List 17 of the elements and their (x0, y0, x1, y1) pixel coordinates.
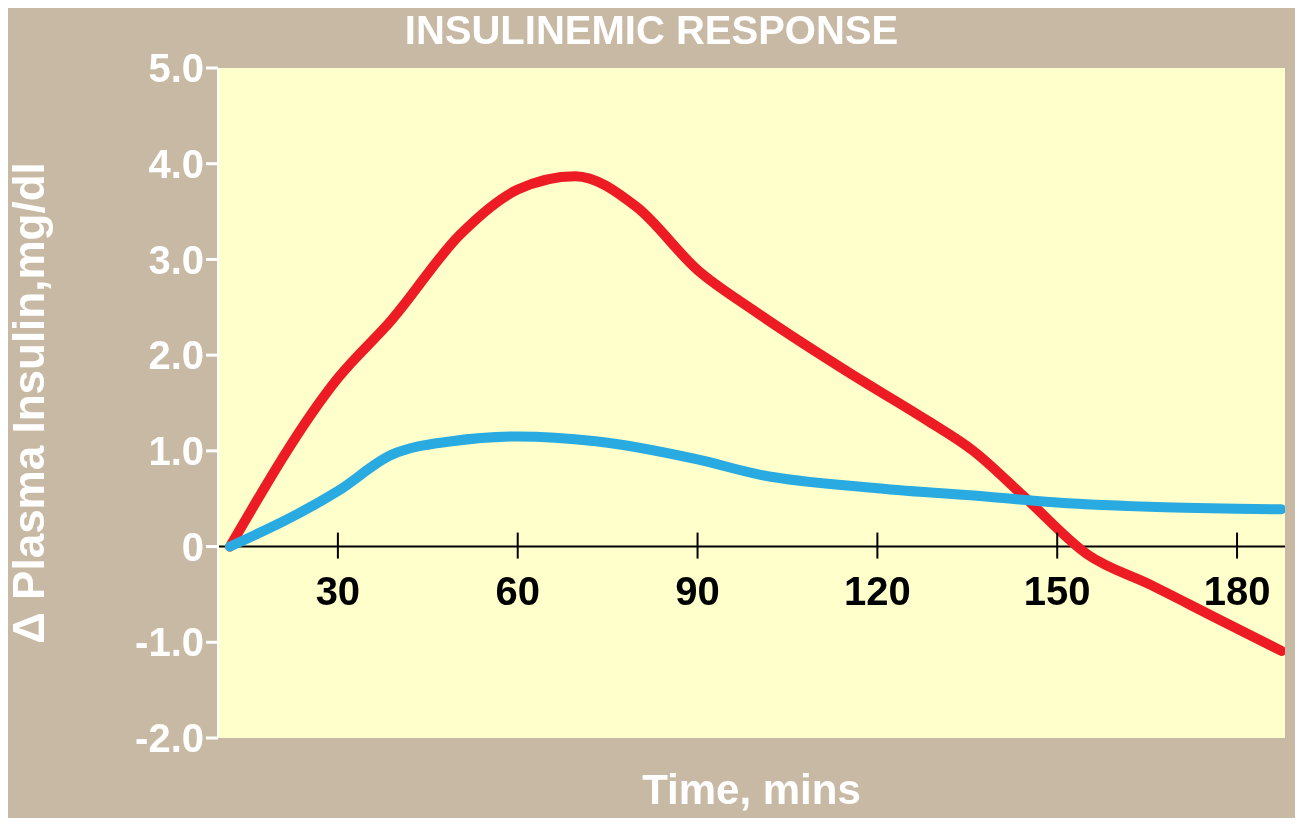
x-axis-title: Time, mins (642, 766, 861, 813)
y-tick-label: 4.0 (148, 141, 204, 186)
y-tick-label: 0 (181, 524, 204, 569)
x-tick-label: 180 (1203, 568, 1271, 613)
y-tick-label: 5.0 (148, 46, 204, 91)
y-tick-label: 2.0 (148, 333, 204, 378)
chart-title: INSULINEMIC RESPONSE (403, 8, 900, 52)
y-tick-label: 3.0 (148, 237, 204, 282)
y-tick-label: -1.0 (135, 620, 204, 665)
y-tick-label: -2.0 (135, 716, 204, 761)
x-tick-label: 60 (495, 568, 540, 613)
y-tick-label: 1.0 (148, 429, 204, 474)
y-axis-title: Δ Plasma Insulin,mg/dl (3, 162, 53, 644)
x-tick-label: 150 (1023, 568, 1091, 613)
x-tick-label: 30 (315, 568, 361, 613)
x-tick-label: 120 (844, 568, 911, 613)
x-tick-label: 90 (675, 568, 720, 613)
